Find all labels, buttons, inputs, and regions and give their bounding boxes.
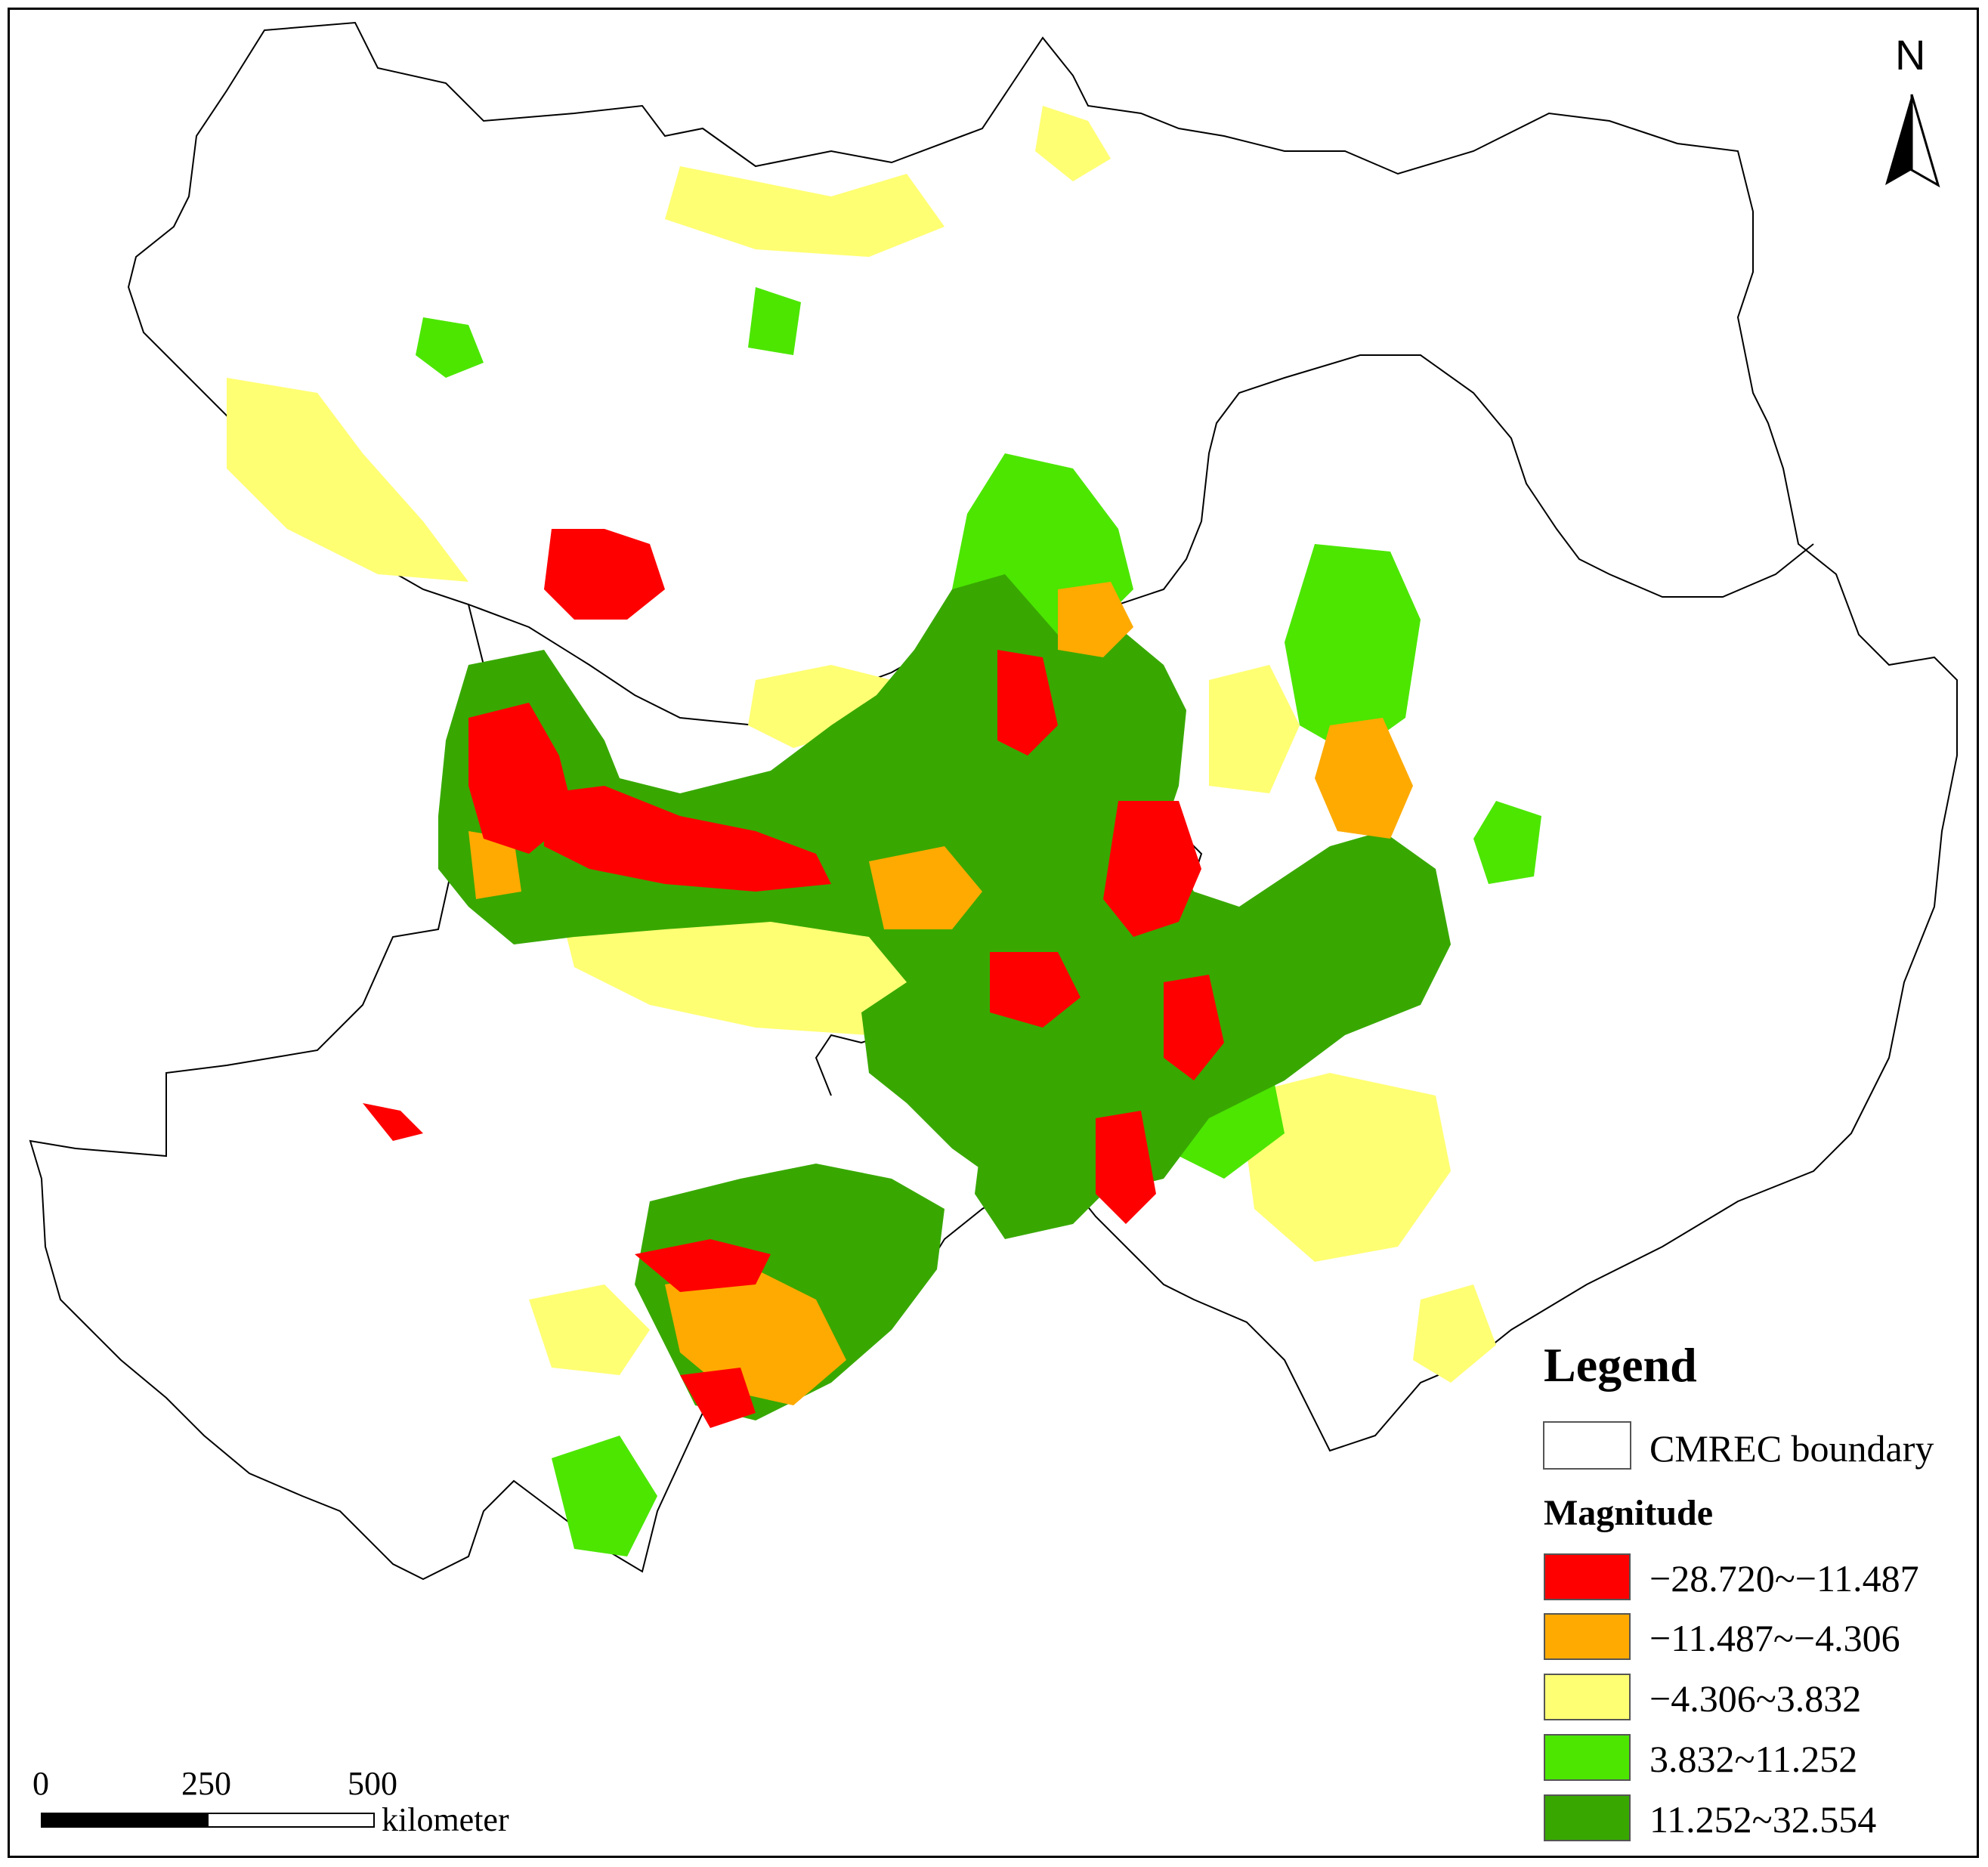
scale-unit: kilometer [382, 1801, 509, 1838]
scale-tick-250: 250 [181, 1765, 231, 1802]
scale-tick-0: 0 [32, 1765, 49, 1802]
legend-swatch-class-5 [1544, 1794, 1631, 1841]
scale-bar [41, 1813, 375, 1828]
legend-magnitude-title: Magnitude [1544, 1493, 1714, 1533]
legend-label-class-2: −11.487~−4.306 [1649, 1617, 1900, 1659]
legend-label-class-4: 3.832~11.252 [1649, 1738, 1858, 1780]
scale-tick-500: 500 [348, 1765, 397, 1802]
legend-title: Legend [1544, 1338, 1697, 1392]
north-label: N [1895, 31, 1926, 79]
legend-label-class-1: −28.720~−11.487 [1649, 1557, 1919, 1600]
legend-swatch-class-1 [1544, 1553, 1631, 1600]
legend-boundary-swatch [1543, 1421, 1631, 1470]
legend-label-class-3: −4.306~3.832 [1649, 1677, 1862, 1720]
legend-label-class-5: 11.252~32.554 [1649, 1798, 1877, 1841]
class-red-areas [363, 529, 1224, 1428]
map-frame [8, 8, 1979, 1858]
legend-swatch-class-4 [1544, 1734, 1631, 1781]
legend-boundary-label: CMREC boundary [1649, 1427, 1934, 1470]
legend-swatch-class-3 [1544, 1674, 1631, 1720]
legend-swatch-class-2 [1544, 1613, 1631, 1660]
north-arrow-icon [1885, 94, 1940, 188]
